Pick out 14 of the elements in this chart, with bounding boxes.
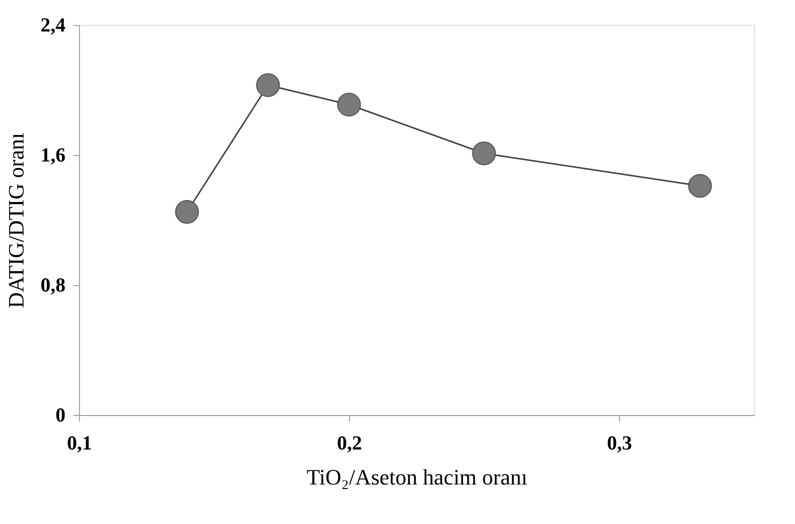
point — [337, 92, 361, 117]
y-tick-label: 2,4 — [40, 14, 66, 36]
x-tick-label: 0,3 — [607, 432, 632, 454]
y-axis-title: DATIG/DTIG oranı — [4, 132, 28, 308]
x-tick-label: 0,2 — [337, 432, 362, 454]
x-axis-title: TiO₂/Aseton hacim oranı — [306, 464, 528, 490]
point — [688, 174, 712, 198]
point — [175, 200, 199, 224]
y-tick-label: 0 — [56, 404, 66, 426]
y-tick-label: 1,6 — [40, 144, 66, 166]
point — [472, 141, 496, 166]
y-tick-label: 0,8 — [40, 274, 66, 296]
x-tick-label: 0,1 — [67, 432, 92, 454]
point — [256, 73, 280, 98]
